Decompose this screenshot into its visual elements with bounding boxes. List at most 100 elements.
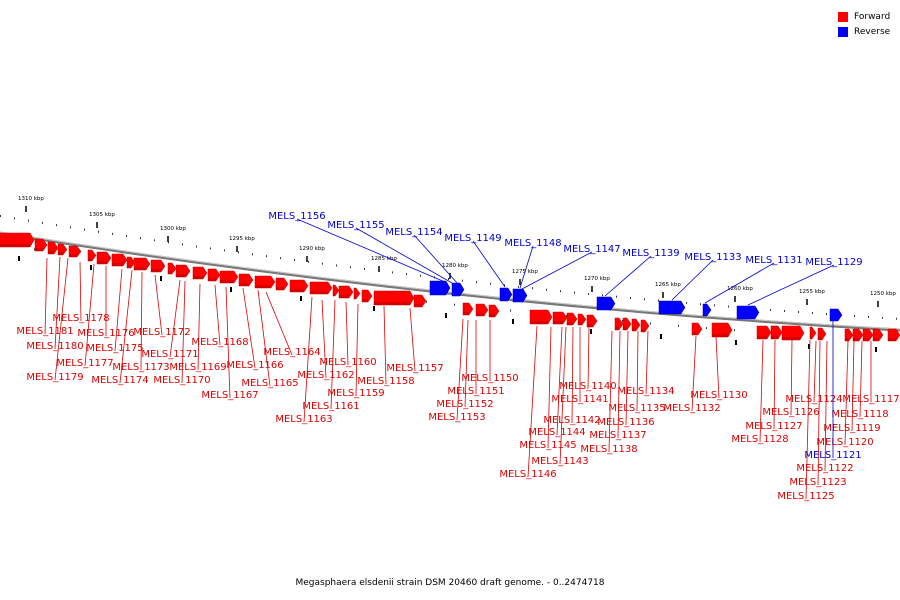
- ruler-tick-label: 1300 kbp: [160, 226, 186, 232]
- forward-gene-shade: [208, 278, 216, 281]
- forward-leader-line: [119, 269, 133, 384]
- ruler-tick-label: 1270 kbp: [584, 276, 610, 282]
- ruler-lower-tick: [18, 256, 20, 261]
- forward-gene-label: MELS_1180: [26, 341, 83, 352]
- ruler-minor-tick: [882, 316, 883, 319]
- ruler-minor-tick: [546, 288, 547, 291]
- forward-gene-label: MELS_1150: [461, 373, 518, 384]
- ruler-lower-tick: [230, 287, 232, 292]
- forward-gene-shade: [578, 322, 582, 325]
- ruler-minor-tick: [252, 253, 253, 256]
- forward-gene-shade: [615, 327, 619, 330]
- forward-gene-label: MELS_1143: [531, 456, 588, 467]
- forward-gene-shade: [290, 289, 304, 292]
- forward-leader-line: [140, 271, 143, 371]
- ruler-minor-tick: [168, 241, 169, 244]
- reverse-gene-glyph: [702, 303, 712, 317]
- forward-gene-shade: [757, 336, 767, 339]
- legend-item-reverse: Reverse: [838, 24, 890, 39]
- reverse-gene-label: MELS_1139: [622, 248, 679, 259]
- ruler-minor-tick: [532, 287, 533, 290]
- forward-gene-shade: [873, 338, 879, 341]
- forward-gene-label: MELS_1144: [528, 427, 585, 438]
- forward-gene-shade: [220, 280, 234, 283]
- ruler-tick-label: 1280 kbp: [442, 263, 468, 269]
- ruler-minor-tick: [454, 303, 455, 306]
- ruler-minor-tick: [280, 257, 281, 260]
- ruler-minor-tick: [868, 315, 869, 318]
- ruler-tick-label: 1260 kbp: [727, 286, 753, 292]
- ruler-tick-label: 1305 kbp: [89, 212, 115, 218]
- forward-leader-line: [571, 326, 574, 424]
- ruler-minor-tick: [566, 314, 567, 317]
- forward-gene-label: MELS_1135: [608, 403, 665, 414]
- genome-backbone-highlight: [0, 231, 900, 330]
- ruler-minor-tick: [196, 245, 197, 248]
- forward-gene-shade: [641, 329, 645, 332]
- ruler-tick-label: 1310 kbp: [18, 196, 44, 202]
- reverse-leader-line: [671, 259, 714, 301]
- forward-leader-line: [54, 256, 61, 350]
- ruler-minor-tick: [560, 290, 561, 293]
- scale-ruler: 1310 kbp 1305 kbp 1300 kbp 1295 kbp 1290 kbp…: [0, 196, 897, 352]
- forward-gene-label: MELS_1136: [597, 417, 654, 428]
- reverse-gene-glyph: [429, 280, 451, 296]
- forward-leader-line: [303, 296, 313, 423]
- forward-gene-shade: [692, 332, 698, 335]
- forward-leader-line: [154, 274, 163, 336]
- ruler-minor-tick: [210, 247, 211, 250]
- forward-leader-line: [559, 326, 567, 465]
- forward-gene-shade: [463, 312, 469, 315]
- reverse-gene-label: MELS_1148: [504, 238, 561, 249]
- ruler-minor-tick: [392, 271, 393, 274]
- forward-gene-shade: [97, 261, 107, 264]
- forward-gene-label: MELS_1141: [551, 394, 608, 405]
- reverse-gene-label: MELS_1131: [745, 255, 802, 266]
- forward-leader-line: [242, 287, 256, 369]
- forward-gene-label: MELS_1122: [796, 463, 853, 474]
- ruler-minor-tick: [616, 295, 617, 298]
- reverse-gene-label: MELS_1154: [385, 227, 442, 238]
- forward-gene-label: MELS_1173: [112, 362, 169, 373]
- ruler-minor-tick: [426, 300, 427, 303]
- reverse-gene-label: MELS_1147: [563, 244, 620, 255]
- reverse-gene-label: MELS_1149: [444, 233, 501, 244]
- ruler-minor-tick: [336, 264, 337, 267]
- forward-leader-line: [114, 268, 123, 352]
- forward-gene-label: MELS_1162: [297, 370, 354, 381]
- forward-gene-label: MELS_1120: [816, 437, 873, 448]
- ruler-minor-tick: [734, 329, 735, 332]
- forward-gene-label: MELS_1170: [153, 375, 210, 386]
- forward-gene-label: MELS_1118: [831, 409, 888, 420]
- forward-gene-label: MELS_1134: [617, 386, 674, 397]
- forward-leader-line: [759, 339, 764, 443]
- ruler-minor-tick: [182, 243, 183, 246]
- ruler-minor-tick: [770, 308, 771, 311]
- forward-gene-label: MELS_1138: [580, 444, 637, 455]
- legend-label-reverse: Reverse: [854, 26, 891, 37]
- ruler-lower-tick: [160, 276, 162, 281]
- forward-gene-shade: [333, 293, 335, 296]
- forward-gene-label: MELS_1126: [762, 407, 819, 418]
- ruler-minor-tick: [678, 324, 679, 327]
- forward-leader-line: [345, 301, 349, 366]
- ruler-minor-tick: [650, 322, 651, 325]
- ruler-minor-tick: [448, 278, 449, 281]
- ruler-minor-tick: [42, 221, 43, 224]
- legend-item-forward: Forward: [838, 9, 890, 24]
- legend-label-forward: Forward: [854, 11, 891, 22]
- forward-gene-label: MELS_1161: [302, 401, 359, 412]
- forward-leader-line: [383, 305, 387, 385]
- reverse-leader-line: [296, 218, 446, 283]
- forward-gene-shade: [863, 338, 869, 341]
- ruler-minor-tick: [84, 228, 85, 231]
- ruler-minor-tick: [70, 226, 71, 229]
- reverse-swatch: [838, 26, 848, 37]
- ruler-minor-tick: [602, 294, 603, 297]
- forward-gene-shade: [587, 324, 593, 327]
- forward-leader-line: [44, 257, 48, 335]
- forward-leader-line: [817, 340, 821, 486]
- ruler-minor-tick: [28, 219, 29, 222]
- forward-leader-line: [645, 330, 649, 395]
